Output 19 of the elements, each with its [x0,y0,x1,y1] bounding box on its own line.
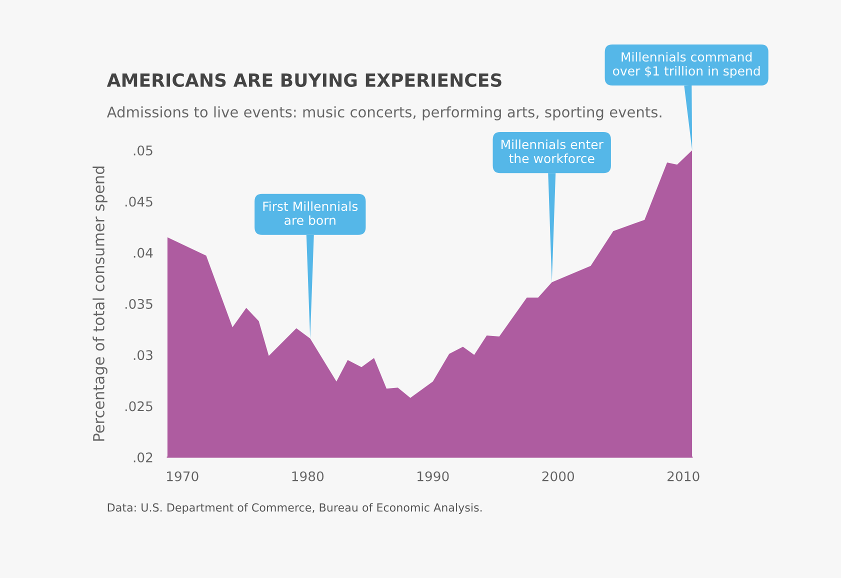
text: Data: U.S. Department of Commerce, Bureau of Economic Analysis. [108,503,482,514]
annotation: Millennials command over $1 trillion in spend [612,52,760,78]
x-tick-label: 2010 [668,471,700,482]
chart-subtitle: Admissions to live events: music concerts, performing arts, sporting events. [106,106,662,120]
y-tick-label: .035 [126,298,152,309]
x-tick-label: 1970 [167,471,198,482]
x-tick-label: 1980 [292,471,324,482]
y-axis-title: Percentage of total consumer spend [92,166,108,441]
x-tick-label: 1990 [418,471,449,482]
y-tick-label: .045 [126,196,152,207]
x-tick-label: 2000 [542,471,574,482]
y-tick-label: .03 [134,350,152,360]
y-tick-label: .02 [134,452,152,462]
chart-title: AMERICANS ARE BUYING EXPERIENCES [106,73,502,87]
annotation: First Millennials are born [263,201,358,225]
y-tick-label: .04 [134,248,153,258]
y-tick-label: .025 [126,401,152,412]
y-tick-label: .05 [134,146,152,156]
annotation: Millennials enter the workforce [502,139,604,164]
